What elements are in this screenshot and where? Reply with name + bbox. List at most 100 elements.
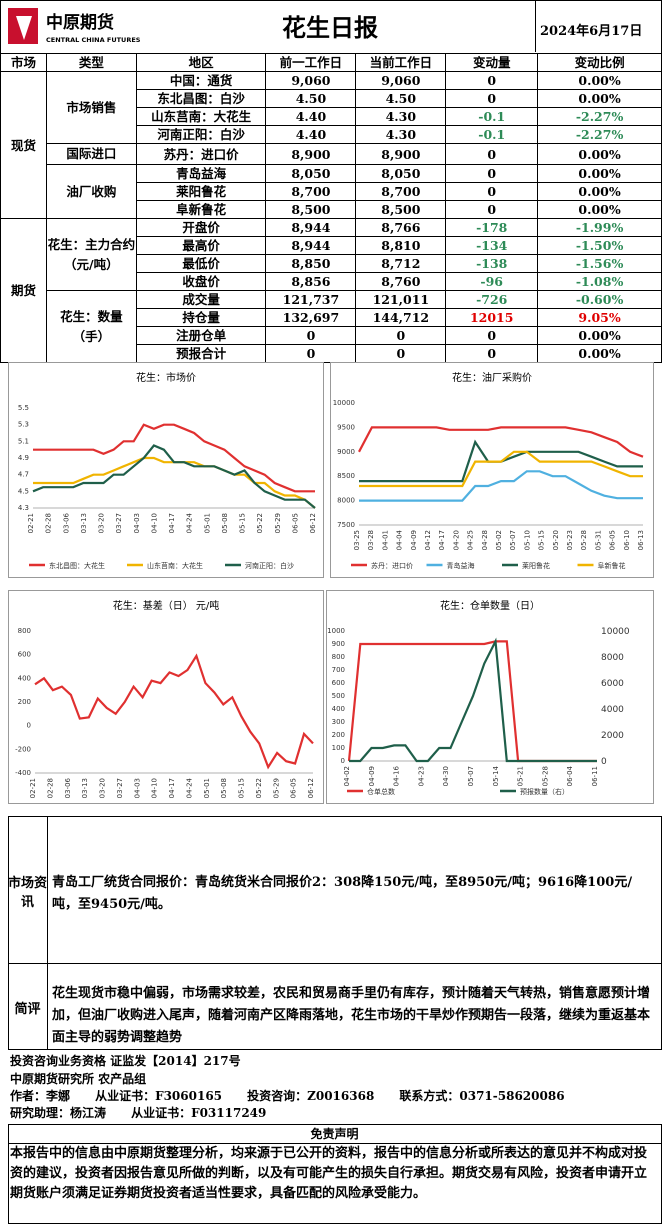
cell-chg: 0	[445, 200, 539, 219]
cell-region: 阜新鲁花	[135, 200, 267, 219]
logo-mark-icon: 中原期货 CENTRAL CHINA FUTURES	[8, 8, 141, 44]
cell-cur: 8,766	[355, 218, 447, 237]
y-tick-label: 200	[332, 731, 345, 739]
cell-region: 河南正阳：白沙	[135, 125, 267, 144]
x-tick-label: 05-08	[220, 778, 228, 798]
cell-pct: -0.60%	[537, 290, 662, 309]
cell-cur: 8,500	[355, 200, 447, 219]
cell-chg: -96	[445, 272, 539, 291]
x-tick-label: 04-17	[168, 778, 176, 798]
x-tick-label: 04-17	[168, 513, 176, 533]
cell-pct: 0.00%	[537, 143, 662, 165]
x-tick-label: 03-28	[367, 530, 375, 550]
x-tick-label: 05-02	[495, 530, 503, 550]
x-tick-label: 04-30	[442, 766, 450, 786]
x-tick-label: 04-09	[368, 766, 376, 786]
cell-chg: 0	[445, 164, 539, 183]
y-tick-label: 400	[18, 674, 31, 682]
col-header: 变动比例	[537, 53, 662, 72]
cell-prev: 132,697	[265, 308, 357, 327]
cell-prev: 0	[265, 326, 357, 345]
table-row: 阜新鲁花 8,500 8,500 0 0.00%	[1, 200, 662, 219]
legend-label: 青岛益海	[447, 561, 475, 570]
series-line	[349, 637, 597, 763]
y-tick-label: 4.3	[18, 504, 29, 512]
table-row: 国际进口 苏丹：进口价 8,900 8,900 0 0.00%	[1, 143, 662, 165]
cell-pct: 0.00%	[537, 344, 662, 363]
cell-prev: 4.40	[265, 107, 357, 126]
cell-pct: -1.50%	[537, 236, 662, 255]
x-tick-label: 05-29	[272, 778, 280, 798]
y-tick-label: 800	[18, 627, 31, 635]
y-tick-label: 800	[332, 653, 345, 661]
cell-chg: 0	[445, 143, 539, 165]
legend-label: 河南正阳：白沙	[245, 561, 294, 570]
x-tick-label: 05-01	[203, 513, 211, 533]
disclaimer-text: 本报告中的信息由中原期货整理分析，均来源于已公开的资料，报告中的信息分析或所表达…	[10, 1146, 648, 1201]
price-table: 市场 类型 地区 前一工作日 当前工作日 变动量 变动比例 现货 市场销售 中国：通…	[0, 53, 662, 363]
cell-chg: -0.1	[445, 125, 539, 144]
cell-prev: 8,050	[265, 164, 357, 183]
x-tick-label: 04-24	[186, 512, 194, 533]
x-tick-label: 03-13	[81, 778, 89, 798]
y2-tick-label: 0	[601, 757, 607, 767]
y-tick-label: -200	[15, 745, 31, 753]
table-row: 山东莒南：大花生 4.40 4.30 -0.1 -2.27%	[1, 107, 662, 126]
table-row: 现货 市场销售 中国：通货 9,060 9,060 0 0.00%	[0, 71, 662, 219]
x-tick-label: 05-22	[256, 513, 264, 533]
x-tick-label: 03-13	[80, 513, 88, 533]
cell-chg: 0	[445, 89, 539, 108]
series-line	[34, 653, 314, 770]
x-tick-label: 03-27	[115, 513, 123, 533]
dept-line: 中原期货研究所 农产品组	[10, 1072, 147, 1086]
x-tick-label: 04-09	[410, 530, 418, 550]
x-tick-label: 04-20	[452, 530, 460, 550]
cell-region: 中国：通货	[135, 71, 267, 90]
cell-pct: 0.00%	[537, 71, 662, 90]
cell-region: 苏丹：进口价	[135, 143, 267, 165]
x-tick-label: 02-28	[46, 778, 54, 798]
cell-region: 莱阳鲁花	[135, 182, 267, 201]
x-tick-label: 04-04	[396, 529, 404, 550]
cell-cur: 4.30	[355, 107, 447, 126]
y-tick-label: 400	[332, 705, 345, 713]
x-tick-label: 06-05	[291, 513, 299, 533]
logo-en-text: CENTRAL CHINA FUTURES	[46, 36, 141, 44]
series-line	[32, 444, 316, 509]
x-tick-label: 05-15	[239, 513, 247, 533]
x-tick-label: 03-20	[99, 778, 107, 798]
cell-pct: 0.00%	[537, 182, 662, 201]
y2-tick-label: 10000	[601, 627, 630, 637]
y-tick-label: 7500	[337, 521, 355, 529]
series-line	[359, 470, 643, 502]
cell-prev: 8,900	[265, 143, 357, 165]
cell-prev: 8,700	[265, 182, 357, 201]
x-tick-label: 05-15	[238, 778, 246, 798]
company-logo: 中原期货 CENTRAL CHINA FUTURES	[2, 2, 172, 50]
x-tick-label: 05-28	[580, 530, 588, 550]
x-tick-label: 02-21	[29, 778, 37, 798]
chart-title: 花生：基差（日） 元/吨	[113, 599, 220, 612]
cell-region: 成交量	[135, 290, 267, 309]
cell-cur: 8,050	[355, 164, 447, 183]
cell-cur: 9,060	[355, 71, 447, 90]
cell-region: 收盘价	[135, 272, 267, 291]
cell-pct: -1.99%	[537, 218, 662, 237]
x-tick-label: 06-10	[623, 530, 631, 550]
series-line	[347, 640, 597, 763]
y-tick-label: 9500	[337, 423, 355, 431]
y-tick-label: 700	[332, 666, 345, 674]
table-row: 油厂收购 青岛益海 8,050 8,050 0 0.00%	[1, 164, 662, 219]
x-tick-label: 05-20	[552, 530, 560, 550]
cell-prev: 8,850	[265, 254, 357, 273]
cell-cur: 8,900	[355, 143, 447, 165]
cell-prev: 8,944	[265, 236, 357, 255]
y2-tick-label: 8000	[601, 653, 624, 663]
y2-tick-label: 2000	[601, 731, 624, 741]
page-title: 花生日报	[282, 14, 378, 42]
cell-pct: 9.05%	[537, 308, 662, 327]
cell-chg: -0.1	[445, 107, 539, 126]
legend-label: 仓单总数	[367, 787, 395, 796]
table-row: 预报合计 0 0 0 0.00%	[1, 344, 662, 363]
cell-prev: 4.50	[265, 89, 357, 108]
